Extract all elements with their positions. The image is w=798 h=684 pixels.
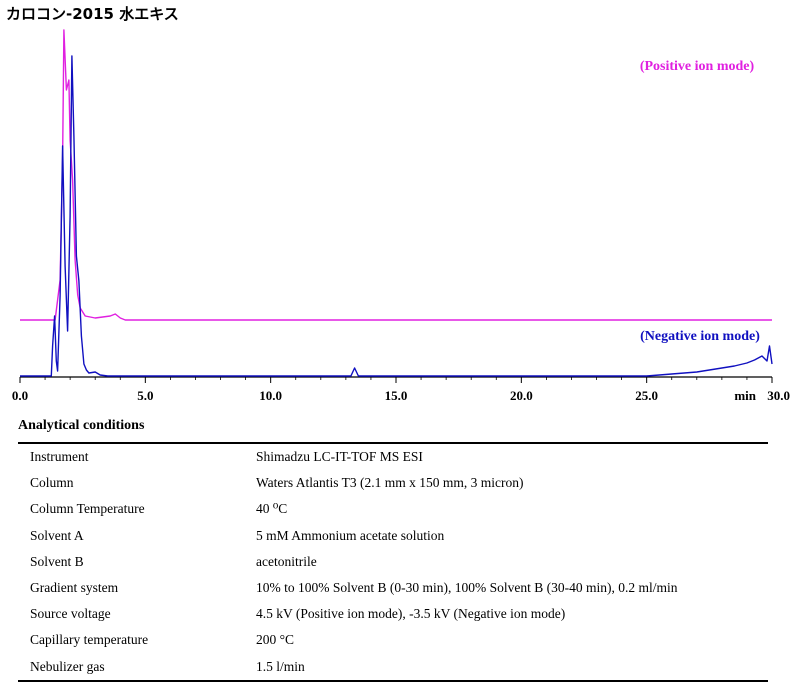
page-title: カロコン-2015 水エキス (6, 5, 179, 23)
x-tick-label: 5.0 (137, 388, 153, 403)
condition-key: Nebulizer gas (30, 658, 105, 674)
x-tick-label: 10.0 (259, 388, 282, 403)
condition-row: Solvent A 5 mM Ammonium acetate solution (18, 523, 768, 549)
condition-key: Solvent B (30, 553, 84, 569)
condition-key: Capillary temperature (30, 632, 149, 648)
condition-row: Solvent B acetonitrile (18, 549, 768, 575)
condition-key: Source voltage (30, 606, 111, 622)
x-tick-label: 25.0 (635, 388, 658, 403)
x-tick-label: 20.0 (510, 388, 533, 403)
x-tick-label: 0.0 (12, 388, 28, 403)
condition-value: 200 °C (256, 632, 295, 648)
condition-value: 1.5 l/min (256, 658, 305, 674)
condition-row: Gradient system 10% to 100% Solvent B (0-… (18, 575, 768, 601)
condition-key: Column Temperature (30, 501, 145, 517)
condition-key: Instrument (30, 449, 89, 465)
condition-key: Column (30, 475, 74, 491)
series-label-positive: (Positive ion mode) (640, 59, 755, 74)
condition-row: Column Waters Atlantis T3 (2.1 mm x 150 m… (18, 470, 768, 496)
x-tick-label: 15.0 (385, 388, 408, 403)
series-label-negative: (Negative ion mode) (640, 329, 760, 344)
condition-value: acetonitrile (256, 553, 317, 569)
condition-row: Nebulizer gas 1.5 l/min (18, 654, 768, 681)
condition-row: Column Temperature 40 ⁰C (18, 496, 768, 522)
condition-row: Instrument Shimadzu LC-IT-TOF MS ESI (18, 443, 768, 470)
conditions-table: Instrument Shimadzu LC-IT-TOF MS ESI Colum… (18, 442, 768, 682)
series-line-positive (20, 29, 772, 321)
condition-value: 5 mM Ammonium acetate solution (256, 527, 445, 543)
condition-key: Solvent A (30, 527, 84, 543)
x-axis-label: min (734, 388, 756, 403)
condition-row: Capillary temperature 200 °C (18, 627, 768, 653)
condition-value: Shimadzu LC-IT-TOF MS ESI (256, 449, 423, 465)
x-tick-label: 30.0 (767, 388, 790, 403)
chromatogram-chart: (Positive ion mode) (Negative ion mode) 0.… (12, 29, 790, 403)
condition-key: Gradient system (30, 580, 119, 596)
series-line-negative (20, 55, 773, 377)
condition-value: Waters Atlantis T3 (2.1 mm x 150 mm, 3 m… (256, 475, 524, 491)
condition-row: Source voltage 4.5 kV (Positive ion mode)… (18, 601, 768, 627)
conditions-heading: Analytical conditions (18, 418, 145, 433)
condition-value: 4.5 kV (Positive ion mode), -3.5 kV (Neg… (256, 606, 566, 622)
condition-value: 10% to 100% Solvent B (0-30 min), 100% S… (256, 580, 678, 596)
condition-value: 40 ⁰C (256, 501, 288, 517)
